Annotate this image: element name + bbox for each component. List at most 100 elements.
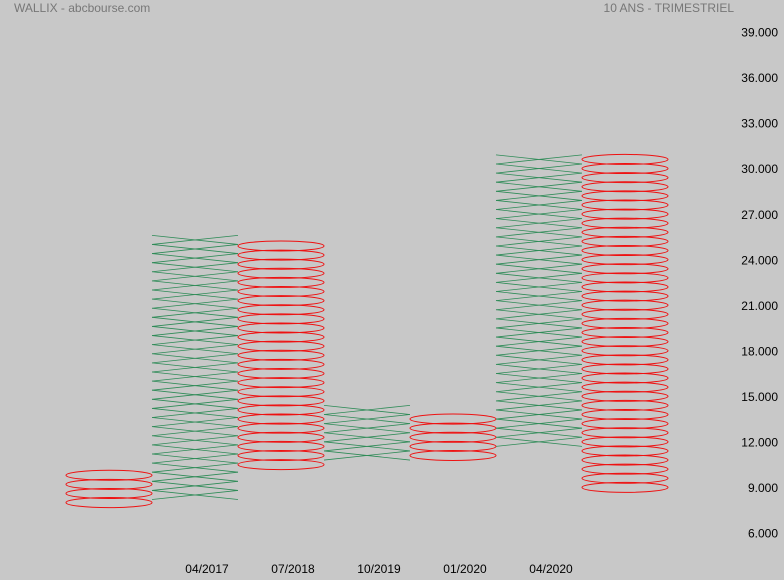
x-symbol xyxy=(495,181,583,192)
o-symbol xyxy=(409,413,497,425)
x-symbol xyxy=(151,271,239,282)
x-symbol xyxy=(151,417,239,428)
o-symbol xyxy=(237,249,325,261)
x-symbol xyxy=(495,291,583,302)
o-symbol xyxy=(237,431,325,443)
x-symbol xyxy=(151,234,239,245)
x-symbol xyxy=(151,362,239,373)
y-tick-label: 30.000 xyxy=(741,162,778,176)
o-symbol xyxy=(237,276,325,288)
x-symbol xyxy=(495,245,583,256)
x-symbol xyxy=(323,404,411,415)
o-symbol xyxy=(237,240,325,252)
x-symbol xyxy=(151,262,239,273)
o-symbol xyxy=(581,281,669,293)
o-symbol xyxy=(237,413,325,425)
x-symbol xyxy=(495,172,583,183)
o-symbol xyxy=(581,463,669,475)
y-tick-label: 36.000 xyxy=(741,71,778,85)
o-symbol xyxy=(581,454,669,466)
x-symbol xyxy=(151,298,239,309)
o-symbol xyxy=(237,322,325,334)
x-symbol xyxy=(151,398,239,409)
x-symbol xyxy=(495,200,583,210)
o-symbol xyxy=(237,340,325,352)
x-symbol xyxy=(151,471,239,482)
x-symbol xyxy=(495,373,583,384)
y-tick-label: 39.000 xyxy=(741,26,778,40)
x-symbol xyxy=(495,263,583,274)
o-symbol xyxy=(581,472,669,484)
o-symbol xyxy=(581,381,669,393)
o-symbol xyxy=(237,404,325,416)
o-symbol xyxy=(581,327,669,339)
o-symbol xyxy=(237,295,325,307)
o-symbol xyxy=(237,358,325,370)
x-symbol xyxy=(151,316,239,327)
x-column xyxy=(495,154,583,447)
x-symbol xyxy=(495,409,583,420)
x-symbol xyxy=(151,353,239,364)
x-symbol xyxy=(495,218,583,229)
o-symbol xyxy=(237,286,325,298)
o-symbol xyxy=(581,363,669,375)
x-symbol xyxy=(323,414,411,425)
o-symbol xyxy=(581,235,669,247)
x-symbol xyxy=(495,354,583,365)
y-tick-label: 27.000 xyxy=(741,208,778,222)
x-symbol xyxy=(151,371,239,382)
o-symbol xyxy=(581,317,669,329)
x-symbol xyxy=(151,453,239,464)
x-symbol xyxy=(495,209,583,220)
o-symbol xyxy=(581,418,669,430)
x-symbol xyxy=(495,318,583,329)
x-column xyxy=(323,404,411,461)
x-tick-label: 04/2017 xyxy=(185,562,229,576)
x-symbol xyxy=(151,480,239,491)
x-symbol xyxy=(151,244,239,254)
x-symbol xyxy=(151,408,239,418)
x-symbol xyxy=(151,380,239,391)
o-symbol xyxy=(581,408,669,421)
o-symbol xyxy=(409,449,497,462)
o-symbol xyxy=(581,299,669,311)
x-symbol xyxy=(151,253,239,264)
x-symbol xyxy=(495,400,583,411)
o-symbol xyxy=(581,190,669,202)
o-symbol xyxy=(581,345,669,357)
o-symbol xyxy=(237,313,325,325)
o-symbol xyxy=(65,497,153,509)
x-symbol xyxy=(151,462,239,473)
x-symbol xyxy=(151,335,239,346)
chart-subtitle: 10 ANS - TRIMESTRIEL xyxy=(604,1,735,15)
x-symbol xyxy=(151,307,239,318)
o-symbol xyxy=(581,308,669,320)
x-symbol xyxy=(323,432,411,443)
x-tick-label: 04/2020 xyxy=(529,562,573,576)
x-symbol xyxy=(151,389,239,400)
x-column xyxy=(151,234,239,500)
x-symbol xyxy=(151,289,239,300)
x-symbol xyxy=(151,326,239,336)
o-symbol xyxy=(581,208,669,220)
o-symbol xyxy=(409,440,497,452)
o-symbol xyxy=(581,153,669,165)
x-symbol xyxy=(495,227,583,238)
o-symbol xyxy=(65,478,153,490)
x-symbol xyxy=(495,163,583,174)
x-symbol xyxy=(495,190,583,201)
o-symbol xyxy=(581,354,669,366)
o-symbol xyxy=(237,377,325,389)
o-symbol xyxy=(581,336,669,348)
o-symbol xyxy=(581,436,669,448)
o-symbol xyxy=(581,254,669,266)
y-tick-label: 21.000 xyxy=(741,299,778,313)
x-symbol xyxy=(151,490,239,500)
x-symbol xyxy=(495,309,583,320)
o-column xyxy=(65,469,153,509)
o-symbol xyxy=(237,386,325,398)
o-symbol xyxy=(581,199,669,211)
x-symbol xyxy=(495,254,583,265)
o-symbol xyxy=(237,367,325,380)
